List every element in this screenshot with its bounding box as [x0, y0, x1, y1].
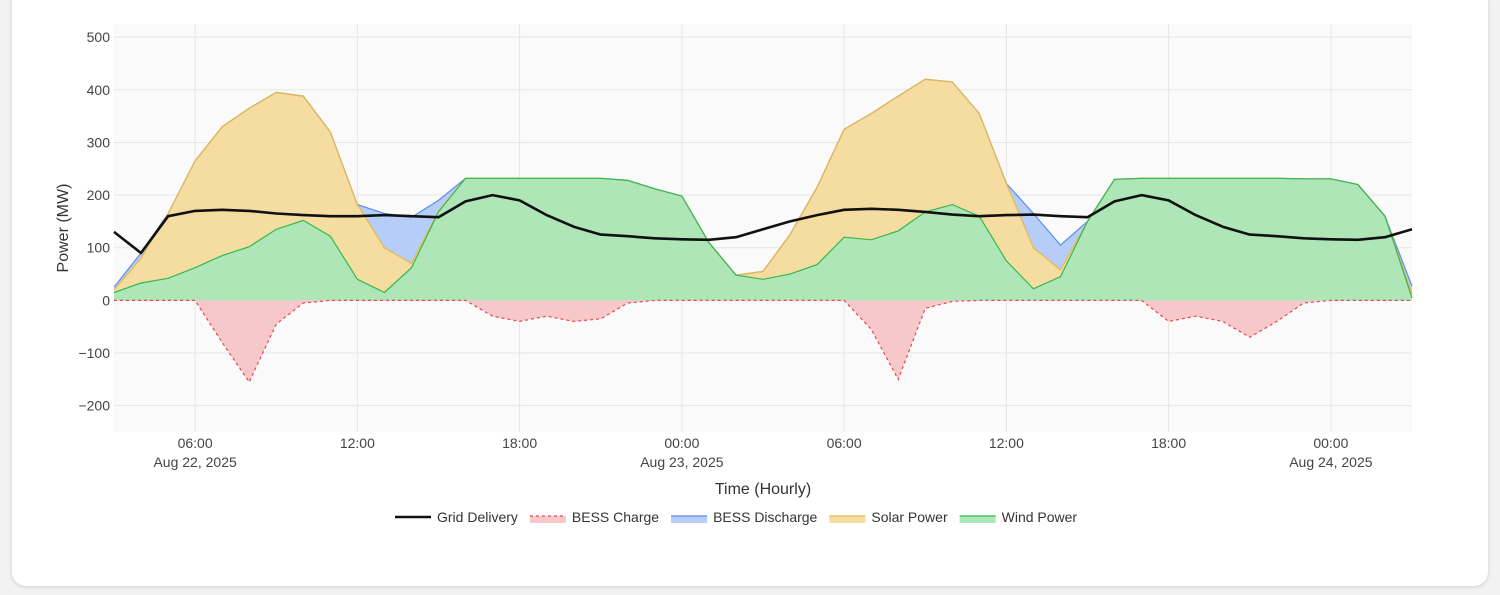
x-tick-label: 18:00	[502, 435, 537, 451]
y-tick-label: 0	[102, 292, 110, 308]
x-axis-title: Time (Hourly)	[715, 481, 811, 498]
legend-item-bess-charge[interactable]: BESS Charge	[529, 509, 659, 525]
legend: Grid Delivery BESS Charge BESS Discharge So…	[395, 509, 1077, 525]
wind-power-area	[114, 178, 1412, 301]
legend-item-grid-delivery[interactable]: Grid Delivery	[395, 509, 518, 525]
x-tick-label: 18:00	[1151, 435, 1186, 451]
x-tick-label: 06:00	[178, 435, 213, 451]
legend-label: Wind Power	[1002, 509, 1078, 525]
y-tick-label: 300	[87, 134, 111, 150]
x-tick-date-label: Aug 22, 2025	[153, 454, 237, 470]
y-tick-label: 400	[87, 82, 111, 98]
y-tick-label: 100	[87, 240, 111, 256]
legend-label: Solar Power	[871, 509, 948, 525]
y-tick-labels: −200 −100 0 100 200 300 400 500	[78, 29, 110, 414]
bess-charge-line	[114, 299, 1412, 384]
legend-swatch	[959, 516, 996, 523]
x-tick-label: 12:00	[989, 435, 1024, 451]
y-tick-label: 500	[87, 29, 111, 45]
y-axis-title: Power (MW)	[55, 184, 72, 273]
series-lines	[113, 78, 1413, 384]
y-tick-label: −100	[78, 345, 110, 361]
x-tick-labels: 06:00 Aug 22, 2025 12:00 18:00 00:00 Aug 23, …	[153, 435, 1372, 470]
legend-swatch	[829, 516, 866, 523]
legend-swatch	[671, 516, 708, 523]
x-tick-label: 12:00	[340, 435, 375, 451]
wind-power-line	[113, 177, 1413, 298]
x-tick-date-label: Aug 24, 2025	[1289, 454, 1373, 470]
y-tick-label: −200	[78, 398, 110, 414]
x-tick-date-label: Aug 23, 2025	[640, 454, 724, 470]
legend-item-wind-power[interactable]: Wind Power	[959, 509, 1078, 525]
legend-label: Grid Delivery	[437, 509, 518, 525]
x-tick-label: 00:00	[1313, 435, 1348, 451]
legend-swatch	[529, 516, 566, 523]
y-tick-label: 200	[87, 187, 111, 203]
grid-delivery-line	[113, 193, 1413, 255]
x-tick-label: 00:00	[664, 435, 699, 451]
legend-label: BESS Discharge	[713, 509, 817, 525]
x-tick-label: 06:00	[827, 435, 862, 451]
legend-label: BESS Charge	[572, 509, 659, 525]
legend-item-bess-discharge[interactable]: BESS Discharge	[671, 509, 818, 525]
legend-item-solar-power[interactable]: Solar Power	[829, 509, 948, 525]
